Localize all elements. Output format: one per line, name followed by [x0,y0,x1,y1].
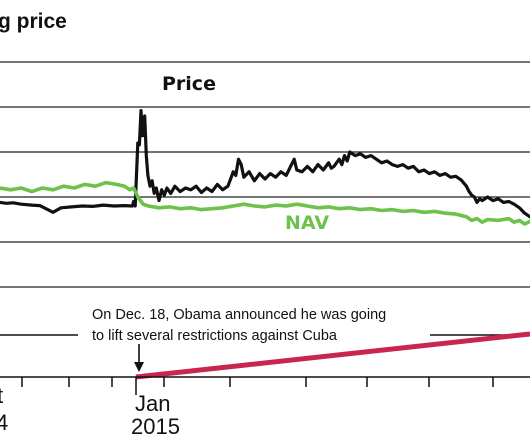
gridlines [0,61,530,288]
series-label-price: Price [162,73,216,95]
annotation-arrow-head [134,362,144,372]
x-tick-label-prev-year: 4 [0,410,8,435]
x-tick-label-prev-month: t [0,383,3,408]
chart-title: g price [0,10,67,33]
annotation-line-2: to lift several restrictions against Cub… [92,328,338,344]
series-label-nav: NAV [285,212,329,234]
series-line-nav [0,180,530,226]
series-line-price [0,108,530,219]
series-layer [0,108,530,226]
annotation-callout: On Dec. 18, Obama announced he was going… [0,307,530,372]
x-axis: t 4 Jan 2015 [0,376,530,439]
timeline-bar [135,331,530,380]
x-tick-label-jan: Jan [135,391,170,416]
annotation-line-1: On Dec. 18, Obama announced he was going [92,307,386,323]
x-tick-label-2015: 2015 [131,414,180,439]
